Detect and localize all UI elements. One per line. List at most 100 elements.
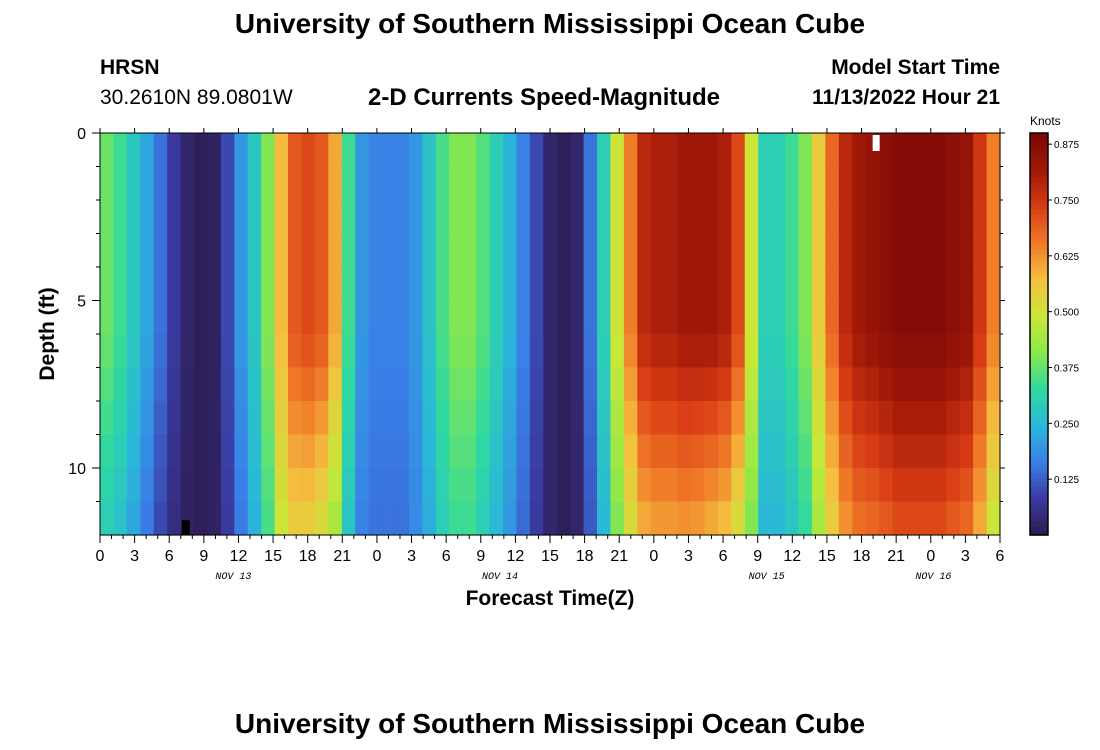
heatmap-cell bbox=[650, 434, 665, 469]
heatmap-cell bbox=[489, 300, 504, 335]
heatmap-cell bbox=[704, 367, 719, 402]
heatmap-cell bbox=[865, 434, 880, 469]
heatmap-cell bbox=[798, 267, 813, 302]
heatmap-cell bbox=[865, 367, 880, 402]
heatmap-cell bbox=[194, 501, 209, 536]
heatmap-cell bbox=[919, 267, 934, 302]
heatmap-cell bbox=[395, 401, 410, 436]
heatmap-cell bbox=[986, 200, 1001, 235]
heatmap-cell bbox=[234, 468, 249, 503]
heatmap-cell bbox=[946, 334, 961, 369]
heatmap-cell bbox=[959, 233, 974, 268]
heatmap-cell bbox=[677, 267, 692, 302]
day-label: NOV 14 bbox=[482, 572, 518, 583]
heatmap-cell bbox=[973, 468, 988, 503]
heatmap-cell bbox=[422, 501, 437, 536]
heatmap-cell bbox=[408, 267, 423, 302]
heatmap-cell bbox=[717, 434, 732, 469]
colorbar-swatch bbox=[1030, 177, 1048, 183]
heatmap-cell bbox=[879, 367, 894, 402]
heatmap-cell bbox=[919, 300, 934, 335]
heatmap-cell bbox=[825, 434, 840, 469]
heatmap-cell bbox=[946, 501, 961, 536]
heatmap-cell bbox=[355, 367, 370, 402]
heatmap-cell bbox=[543, 133, 558, 168]
heatmap-cell bbox=[314, 501, 329, 536]
colorbar-swatch bbox=[1030, 208, 1048, 214]
heatmap-cell bbox=[583, 334, 598, 369]
heatmap-cell bbox=[946, 434, 961, 469]
heatmap-cell bbox=[220, 233, 235, 268]
heatmap-cell bbox=[785, 200, 800, 235]
heatmap-cell bbox=[664, 166, 679, 201]
heatmap-cell bbox=[597, 200, 612, 235]
heatmap-cell bbox=[932, 233, 947, 268]
heatmap-cell bbox=[328, 334, 343, 369]
heatmap-cell bbox=[167, 267, 182, 302]
heatmap-cell bbox=[288, 468, 303, 503]
heatmap-cell bbox=[422, 166, 437, 201]
colorbar-swatch bbox=[1030, 159, 1048, 165]
heatmap-cell bbox=[825, 166, 840, 201]
heatmap-cell bbox=[798, 401, 813, 436]
heatmap-cell bbox=[852, 233, 867, 268]
heatmap-cell bbox=[207, 367, 222, 402]
heatmap-cell bbox=[274, 200, 289, 235]
heatmap-cell bbox=[932, 401, 947, 436]
x-tick-label: 15 bbox=[818, 548, 836, 565]
heatmap-cell bbox=[516, 267, 531, 302]
heatmap-cell bbox=[100, 133, 115, 168]
heatmap-cell bbox=[382, 133, 397, 168]
heatmap-cell bbox=[261, 233, 276, 268]
heatmap-cell bbox=[785, 468, 800, 503]
heatmap-cell bbox=[234, 200, 249, 235]
heatmap-cell bbox=[167, 434, 182, 469]
heatmap-cell bbox=[785, 133, 800, 168]
heatmap-cell bbox=[476, 401, 491, 436]
heatmap-cell bbox=[462, 501, 477, 536]
colorbar-swatch bbox=[1030, 204, 1048, 210]
heatmap-cell bbox=[167, 233, 182, 268]
heatmap-cell bbox=[126, 166, 141, 201]
heatmap-cell bbox=[892, 401, 907, 436]
heatmap-cell bbox=[395, 501, 410, 536]
colorbar-swatch bbox=[1030, 526, 1048, 532]
heatmap-cell bbox=[744, 501, 759, 536]
heatmap-cell bbox=[798, 133, 813, 168]
heatmap-cell bbox=[301, 267, 316, 302]
colorbar-swatch bbox=[1030, 338, 1048, 344]
heatmap-cell bbox=[288, 267, 303, 302]
heatmap-cell bbox=[516, 300, 531, 335]
heatmap-cell bbox=[382, 300, 397, 335]
heatmap-cell bbox=[543, 501, 558, 536]
heatmap-cell bbox=[717, 133, 732, 168]
heatmap-cell bbox=[489, 166, 504, 201]
heatmap-cell bbox=[959, 401, 974, 436]
heatmap-cell bbox=[140, 401, 155, 436]
heatmap-cell bbox=[905, 434, 921, 469]
heatmap-cell bbox=[919, 401, 934, 436]
colorbar-swatch bbox=[1030, 150, 1048, 156]
heatmap-cell bbox=[489, 434, 504, 469]
heatmap-cell bbox=[422, 434, 437, 469]
x-tick-label: 9 bbox=[476, 548, 485, 565]
heatmap-cell bbox=[785, 334, 800, 369]
heatmap-cell bbox=[355, 334, 370, 369]
heatmap-cell bbox=[288, 166, 303, 201]
heatmap-cell bbox=[207, 166, 222, 201]
heatmap-cell bbox=[838, 133, 853, 168]
colorbar-swatch bbox=[1030, 298, 1048, 304]
heatmap-cell bbox=[382, 501, 397, 536]
heatmap-cell bbox=[234, 367, 249, 402]
heatmap-cell bbox=[691, 300, 706, 335]
colorbar-swatch bbox=[1030, 405, 1048, 411]
heatmap-cell bbox=[341, 501, 356, 536]
heatmap-cell bbox=[691, 334, 706, 369]
heatmap-cell bbox=[825, 200, 840, 235]
heatmap-cell bbox=[650, 334, 665, 369]
heatmap-cell bbox=[301, 468, 316, 503]
heatmap-cell bbox=[798, 300, 813, 335]
heatmap-cell bbox=[395, 334, 410, 369]
heatmap-cell bbox=[825, 334, 840, 369]
y-tick-label: 0 bbox=[77, 126, 86, 143]
